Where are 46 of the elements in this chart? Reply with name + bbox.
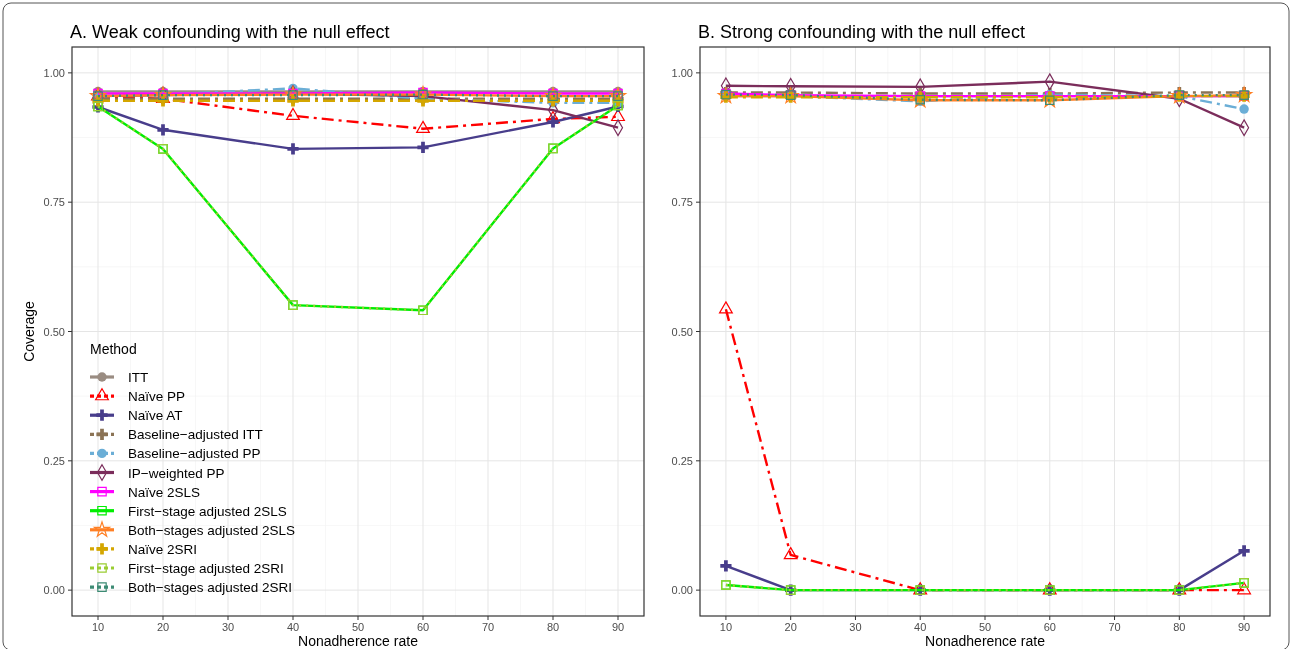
- x-tick-label: 70: [481, 621, 495, 633]
- legend-label: Both−stages adjusted 2SRI: [128, 580, 292, 596]
- x-tick-label: 70: [1108, 621, 1121, 633]
- legend-title: Method: [90, 341, 137, 357]
- legend-label: Naïve PP: [128, 389, 186, 405]
- y-tick-label: 0.50: [671, 325, 693, 338]
- legend-label: ITT: [128, 370, 149, 385]
- legend-label: Naïve 2SRI: [128, 541, 198, 557]
- x-tick-label: 20: [156, 621, 170, 633]
- y-tick-label: 0.00: [671, 584, 693, 597]
- y-tick-label: 0.75: [43, 196, 65, 209]
- y-tick-label: 0.75: [671, 196, 693, 209]
- x-tick-label: 50: [978, 621, 992, 633]
- legend-label: Naïve 2SLS: [128, 484, 201, 500]
- legend-label: Baseline−adjusted ITT: [128, 427, 263, 443]
- y-tick-label: 0.50: [43, 325, 65, 338]
- x-tick-label: 10: [719, 621, 733, 633]
- x-tick-label: 60: [416, 621, 430, 633]
- x-tick-label: 20: [784, 621, 797, 633]
- y-tick-label: 1.00: [671, 66, 693, 79]
- legend-label: First−stage adjusted 2SLS: [128, 503, 287, 519]
- x-tick-label: 10: [91, 621, 105, 633]
- x-tick-label: 60: [1043, 621, 1056, 633]
- legend-label: Baseline−adjusted PP: [128, 446, 261, 462]
- x-tick-label: 30: [221, 621, 235, 633]
- y-tick-label: 1.00: [43, 66, 65, 79]
- legend-label: IP−weighted PP: [128, 465, 225, 481]
- x-tick-label: 90: [611, 621, 625, 633]
- x-tick-label: 90: [1237, 621, 1251, 633]
- x-axis-title: Nonadherence rate: [925, 633, 1046, 649]
- y-axis-title: Coverage: [21, 300, 37, 362]
- y-tick-label: 0.25: [43, 454, 65, 467]
- x-tick-label: 80: [546, 621, 560, 633]
- y-tick-label: 0.25: [671, 454, 693, 467]
- chart-title: A. Weak confounding with the null effect: [70, 22, 390, 42]
- x-tick-label: 50: [351, 621, 365, 633]
- legend-label: Naïve AT: [128, 408, 183, 424]
- legend-label: First−stage adjusted 2SRI: [128, 561, 284, 576]
- x-axis-title: Nonadherence rate: [298, 633, 419, 649]
- x-tick-label: 40: [914, 621, 927, 633]
- y-tick-label: 0.00: [43, 584, 65, 597]
- chart-title: B. Strong confounding with the null effect: [698, 22, 1025, 42]
- x-tick-label: 30: [849, 621, 862, 633]
- legend-label: Both−stages adjusted 2SLS: [128, 522, 295, 538]
- x-tick-label: 40: [286, 621, 300, 633]
- x-tick-label: 80: [1173, 621, 1186, 633]
